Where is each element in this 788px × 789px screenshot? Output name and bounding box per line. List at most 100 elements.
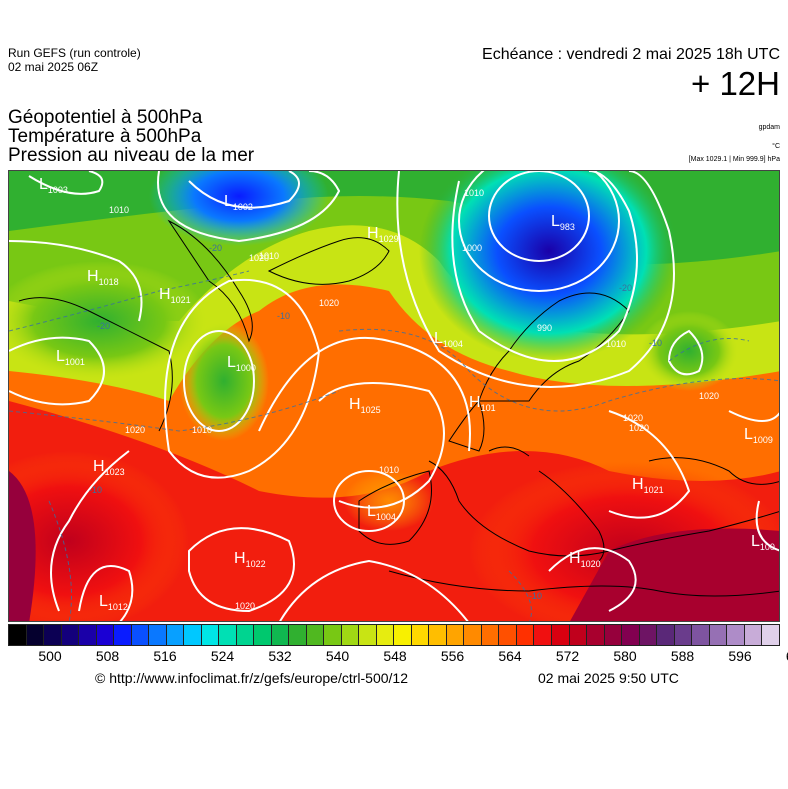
pressure-center-low: L1004 <box>367 503 396 522</box>
trough-scandinavia <box>419 171 679 361</box>
weather-map: L1003 L1002 H1029 L983 H1018 H1021 L1001 L1000 L… <box>8 170 780 622</box>
isobar-label: 1010 <box>464 188 484 198</box>
isobar-label: 1020 <box>235 601 255 611</box>
color-scale-step <box>639 625 658 645</box>
isobar-label: 1000 <box>462 243 482 253</box>
color-scale-tick: 580 <box>613 648 637 664</box>
isobar-label: 1010 <box>109 205 129 215</box>
color-scale-step <box>674 625 693 645</box>
color-scale-step <box>744 625 763 645</box>
isotherm-label: -10 <box>89 485 102 495</box>
color-scale-step <box>657 625 675 645</box>
color-scale <box>8 624 780 646</box>
color-scale-step <box>26 625 45 645</box>
color-scale-step <box>551 625 570 645</box>
color-scale-ticks: 500 508 516 524 532 540 548 556 564 572 580 588 596 6… <box>8 648 788 666</box>
isobar-label: 1010 <box>606 339 626 349</box>
lead-time: + 12H <box>691 65 780 102</box>
color-scale-tick: 572 <box>555 648 580 664</box>
isotherm-label: -10 <box>277 311 290 321</box>
color-scale-tick: 500 <box>38 648 62 664</box>
isobar-label: 1020 <box>699 391 719 401</box>
color-scale-step <box>692 625 710 645</box>
trough-north <box>149 171 329 246</box>
isobars <box>9 171 779 621</box>
isobar-label: 990 <box>537 323 552 333</box>
pressure-center-high: H101 <box>469 394 496 413</box>
pressure-center-high: H1020 <box>569 550 601 569</box>
color-scale-step <box>622 625 640 645</box>
pressure-center-low: L1004 <box>434 330 463 349</box>
isobar-label: 1020 <box>629 423 649 433</box>
color-scale-tick: 588 <box>670 648 695 664</box>
field-geopotential: Géopotentiel à 500hPa <box>8 107 203 128</box>
color-scale-step <box>166 625 185 645</box>
generation-time: 02 mai 2025 9:50 UTC <box>538 670 679 686</box>
source-credit: © http://www.infoclimat.fr/z/gefs/europe… <box>95 670 409 686</box>
pressure-center-high: H1021 <box>632 476 664 495</box>
temperature-labels: -20 -20 -10 -10 -20 -10 -10 <box>89 243 662 601</box>
color-scale-step <box>516 625 535 645</box>
color-scale-step <box>446 625 465 645</box>
color-scale-step <box>499 625 517 645</box>
color-scale-step <box>44 625 62 645</box>
field-pressure: Pression au niveau de la mer <box>8 145 255 166</box>
pressure-center-low: L1009 <box>744 426 773 445</box>
isobar-label: 1020 <box>623 413 643 423</box>
color-scale-tick: 516 <box>153 648 177 664</box>
color-scale-tick: 564 <box>498 648 522 664</box>
color-scale-step <box>394 625 412 645</box>
pressure-center-low: L1001 <box>56 348 85 367</box>
isotherm-label: -20 <box>209 243 222 253</box>
unit-temperature: °C <box>772 143 780 150</box>
ridge-south-west <box>9 451 189 621</box>
field-temperature: Température à 500hPa <box>8 126 202 147</box>
pressure-range: [Max 1029.1 | Min 999.9] hPa <box>688 156 780 163</box>
color-scale-step <box>271 625 290 645</box>
forecast-valid-time: Echéance : vendredi 2 mai 2025 18h UTC <box>482 46 780 63</box>
isobar-label: 1010 <box>379 465 399 475</box>
coastlines <box>18 219 779 597</box>
field-list: Géopotentiel à 500hPa Température à 500h… <box>8 108 254 165</box>
unit-geopotential: gpdam <box>758 124 780 131</box>
color-scale-step <box>727 625 745 645</box>
color-scale-tick: 604 <box>786 648 788 664</box>
color-scale-step <box>96 625 115 645</box>
color-scale-step <box>411 625 430 645</box>
color-scale-step <box>587 625 605 645</box>
color-scale-step <box>604 625 623 645</box>
color-scale-step <box>9 625 27 645</box>
isobar-label: 1020 <box>319 298 339 308</box>
color-scale-step <box>762 625 779 645</box>
color-scale-step <box>376 625 395 645</box>
color-scale-tick: 556 <box>440 648 465 664</box>
isotherm-label: -10 <box>529 591 542 601</box>
isobar-label: 1020 <box>125 425 145 435</box>
color-scale-step <box>219 625 237 645</box>
pressure-center-high: H1025 <box>349 396 381 415</box>
pressure-center-high: H1022 <box>234 550 266 569</box>
pressure-center-high: H1029 <box>367 225 399 244</box>
isotherm-label: -20 <box>97 321 110 331</box>
color-scale-step <box>341 625 360 645</box>
pressure-center-low: L100 <box>751 533 775 552</box>
pressure-center-high: H1023 <box>93 458 125 477</box>
color-scale-step <box>324 625 342 645</box>
isobar-label: 1010 <box>192 425 212 435</box>
color-scale-step <box>149 625 167 645</box>
color-scale-step <box>131 625 150 645</box>
isotherm-label: -20 <box>619 283 632 293</box>
run-info: Run GEFS (run controle) 02 mai 2025 06Z <box>8 46 141 74</box>
color-scale-tick: 548 <box>383 648 407 664</box>
pressure-center-low: L1002 <box>224 193 253 212</box>
cutoff-low-iberia <box>344 471 434 531</box>
color-scale-step <box>236 625 255 645</box>
color-scale-tick: 508 <box>95 648 120 664</box>
color-scale-step <box>79 625 97 645</box>
color-scale-step <box>289 625 307 645</box>
color-scale-step <box>114 625 132 645</box>
color-scale-step <box>534 625 552 645</box>
color-scale-tick: 532 <box>268 648 292 664</box>
isobar-label: 1020 <box>249 253 269 263</box>
